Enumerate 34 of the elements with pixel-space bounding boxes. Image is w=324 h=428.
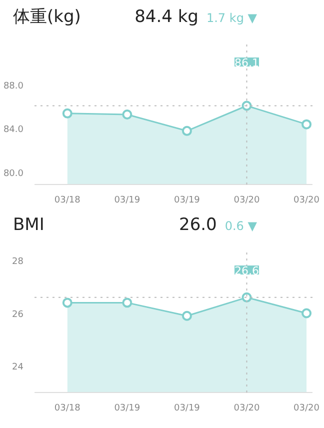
y-tick-label: 88.0 [3, 81, 24, 92]
point [242, 100, 252, 111]
point [62, 108, 72, 118]
y-tick-label: 28 [12, 256, 24, 267]
x-tick-label: 03/19 [174, 404, 200, 414]
point [182, 310, 192, 321]
x-tick-label: 03/18 [54, 196, 81, 206]
x-tick-label: 03/20 [294, 404, 320, 414]
y-tick-label: 26 [12, 310, 24, 320]
text: 1.7 kg ▼ [206, 11, 257, 25]
chart-title: BMI [13, 214, 44, 237]
x-tick-label: 03/20 [234, 196, 260, 206]
x-tick-label: 03/19 [174, 196, 200, 206]
y-tick-label: 80.0 [3, 168, 24, 179]
x-tick-label: 03/19 [114, 196, 140, 206]
point [62, 298, 72, 308]
x-tick-label: 03/19 [114, 404, 140, 414]
x-tick-label: 03/18 [54, 404, 81, 414]
point [182, 126, 192, 136]
chart-title: 体重(kg) [13, 6, 81, 29]
point [242, 292, 252, 302]
y-tick-label: 24 [12, 362, 24, 373]
point [302, 308, 312, 318]
chart-subtitle: 26.0 [179, 215, 217, 235]
point [302, 119, 312, 130]
chart-subtitle: 84.4 kg [134, 7, 198, 27]
annotation: 26.6 [234, 264, 259, 278]
y-tick-label: 84.0 [3, 125, 24, 136]
x-tick-label: 03/20 [234, 404, 260, 414]
annotation: 86.1 [234, 56, 259, 70]
point [122, 110, 132, 120]
text: 0.6 ▼ [224, 219, 257, 233]
point [122, 298, 132, 308]
x-tick-label: 03/20 [294, 196, 320, 206]
